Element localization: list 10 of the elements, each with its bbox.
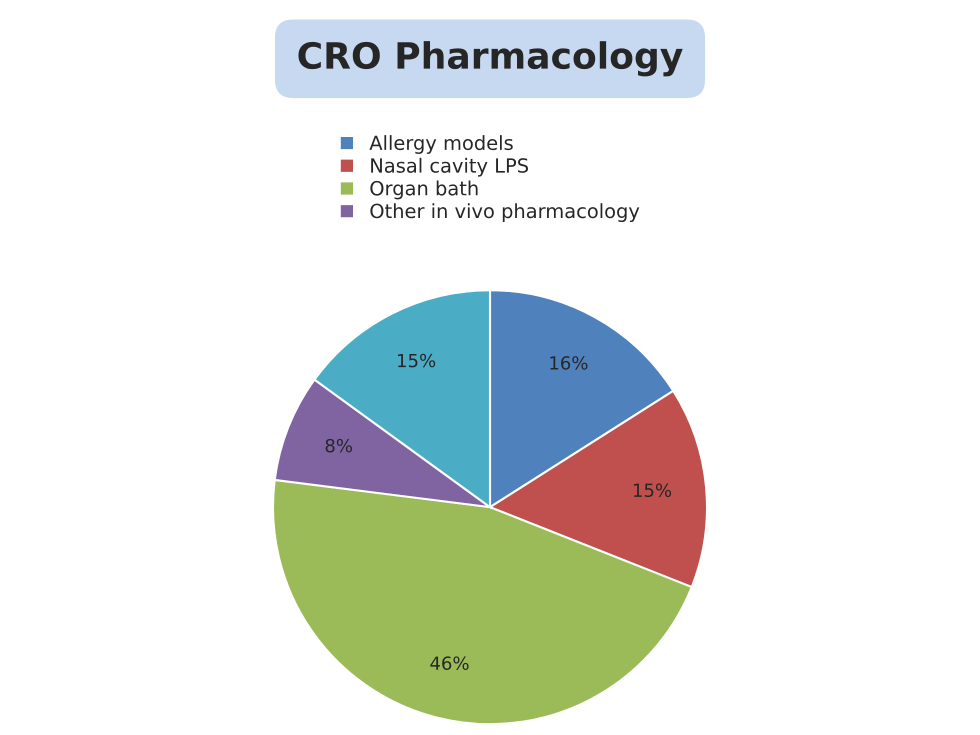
data-label: 15% xyxy=(634,483,672,498)
data-label: 16% xyxy=(550,356,588,370)
data-label: 15% xyxy=(398,354,436,368)
chart-title: CRO Pharmacology xyxy=(298,41,683,76)
legend-label: Other in vivo pharmacology xyxy=(370,203,640,222)
legend-label: Nasal cavity LPS xyxy=(371,158,528,177)
legend-label: Organ bath xyxy=(370,180,478,200)
data-label: 46% xyxy=(430,656,469,670)
legend-label: Allergy models xyxy=(369,135,513,154)
data-label: 8% xyxy=(326,438,352,452)
